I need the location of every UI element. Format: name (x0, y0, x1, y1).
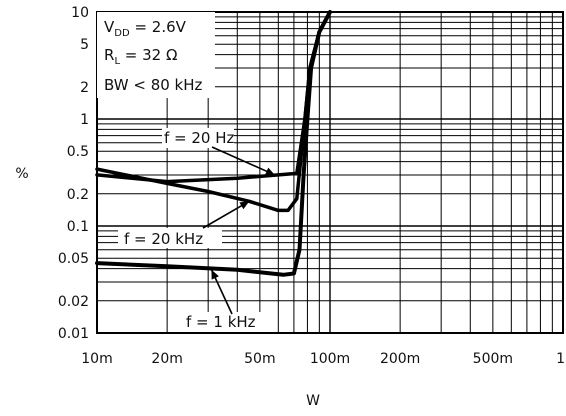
annotation-20hz: f = 20 Hz (164, 129, 235, 147)
x-tick-label: 10m (81, 351, 112, 367)
series-line-3 (95, 10, 332, 277)
y-axis-label: % (15, 166, 28, 182)
annotation-1khz: f = 1 kHz (186, 313, 256, 331)
x-tick-label: 100m (310, 351, 350, 367)
condition-bw: BW < 80 kHz (104, 76, 203, 94)
x-tick-label: 1 (556, 351, 565, 367)
y-tick-label: 5 (80, 37, 89, 53)
y-tick-label: 0.01 (58, 326, 89, 342)
y-tick-labels: 10 5 2 1 0.5 0.2 0.1 0.05 0.02 0.01 (58, 5, 89, 342)
x-axis-label: W (306, 393, 320, 409)
x-tick-label: 20m (151, 351, 182, 367)
x-tick-label: 200m (380, 351, 420, 367)
y-tick-label: 0.2 (67, 187, 89, 203)
series-layer (95, 10, 332, 277)
y-tick-label: 0.1 (67, 219, 89, 235)
conditions-box (97, 12, 215, 98)
y-tick-label: 0.02 (58, 294, 89, 310)
annotation-20khz: f = 20 kHz (124, 230, 203, 248)
y-tick-label: 10 (71, 5, 89, 21)
condition-rl: RL = 32 Ω (104, 46, 177, 67)
annotation-20hz-bg (162, 128, 234, 148)
annotation-arrow-head (239, 201, 250, 210)
x-tick-label: 500m (473, 351, 513, 367)
grid (97, 12, 563, 333)
annotation-20khz-bg (118, 228, 222, 248)
annotation-arrow-line (211, 146, 276, 176)
y-tick-label: 1 (80, 112, 89, 128)
y-tick-label: 0.05 (58, 251, 89, 267)
x-tick-label: 50m (244, 351, 275, 367)
y-tick-label: 2 (80, 80, 89, 96)
annotation-layer: f = 20 Hz f = 20 kHz f = 1 kHz (118, 128, 276, 332)
x-tick-labels: 10m 20m 50m 100m 200m 500m 1 (81, 351, 565, 367)
condition-vdd: VDD = 2.6V (104, 18, 187, 39)
y-tick-label: 0.5 (67, 144, 89, 160)
annotation-arrow-head (211, 269, 219, 280)
annotation-arrow-head (265, 167, 275, 175)
annotation-1khz-bg (184, 312, 272, 332)
